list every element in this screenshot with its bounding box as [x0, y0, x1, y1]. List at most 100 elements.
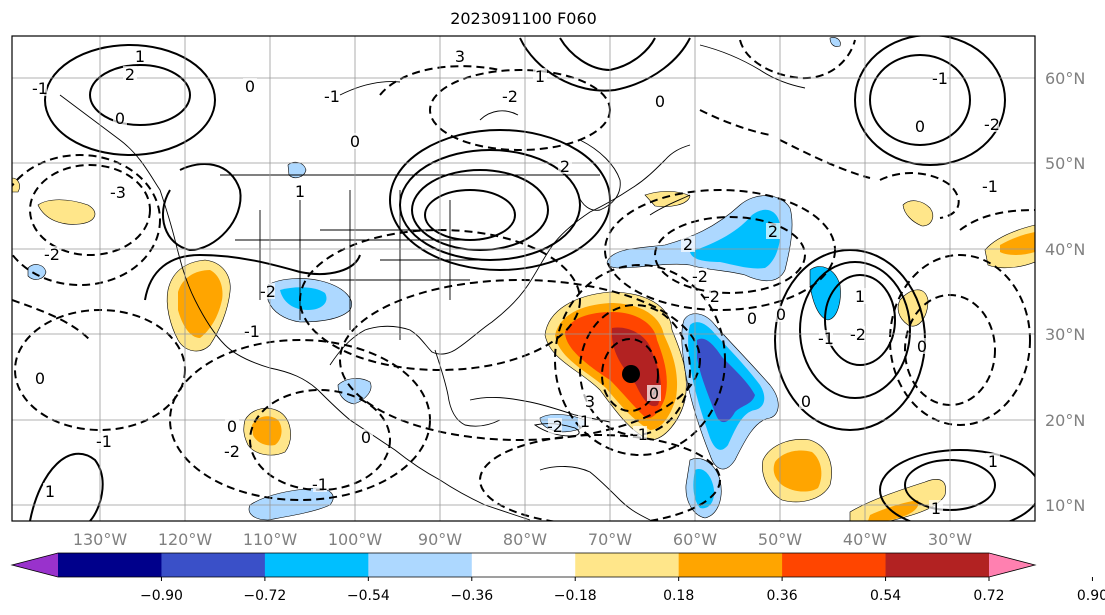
positive-anomaly-region: [902, 200, 934, 227]
longitude-label: 120°W: [158, 530, 213, 549]
contour-label: -1: [632, 425, 648, 444]
contour-label: 1: [931, 499, 941, 518]
colorbar-tick-label: −0.54: [347, 588, 390, 604]
contour-label: -2: [502, 87, 518, 106]
negative-anomaly-region: [287, 161, 307, 179]
positive-anomaly-region: [12, 177, 20, 193]
contour-label: 0: [350, 132, 360, 151]
contour-label: 0: [655, 92, 665, 111]
map-frame: [11, 35, 1036, 522]
contour-label: -1: [312, 475, 328, 494]
contour-label: 1: [580, 412, 590, 431]
colorbar-tick-label: 0.90: [1077, 588, 1105, 604]
colorbar-tick-label: 0.72: [973, 588, 1004, 604]
latitude-label: 60°N: [1045, 69, 1085, 88]
longitude-label: 80°W: [503, 530, 547, 549]
longitude-label: 30°W: [928, 530, 972, 549]
longitude-label: 90°W: [418, 530, 462, 549]
contour-label: 0: [915, 117, 925, 136]
storm-center-marker: [622, 365, 640, 383]
contour-label: -1: [324, 87, 340, 106]
contour-label: -2: [44, 245, 60, 264]
colorbar-tick-label: 0.36: [767, 588, 798, 604]
colorbar-tick-labels: −0.90 −0.72 −0.54 −0.36 −0.18 0.18 0.36 0.54 0.7…: [140, 577, 1105, 604]
colorbar-tick-label: −0.90: [140, 588, 183, 604]
longitude-labels: 130°W 120°W 110°W 100°W 90°W 80°W 70°W 60°W 50°W…: [73, 530, 972, 549]
contour-label: 0: [776, 305, 786, 324]
latitude-labels: 60°N 50°N 40°N 30°N 20°N 10°N: [1045, 69, 1085, 515]
contour-label: 0: [801, 392, 811, 411]
colorbar-segment: [58, 553, 162, 577]
contour-label: -1: [932, 69, 948, 88]
colorbar-outline: [10, 552, 1037, 578]
shading-layer: [12, 37, 1035, 521]
contour-label: 0: [35, 369, 45, 388]
contour-label: -2: [224, 442, 240, 461]
contour-label: -2: [850, 325, 866, 344]
negative-anomaly-region: [690, 209, 781, 269]
contour-label: 1: [45, 482, 55, 501]
contour-label: 2: [768, 222, 778, 241]
latitude-label: 20°N: [1045, 411, 1085, 430]
colorbar-segment: [264, 553, 369, 577]
colorbar-tick-label: −0.36: [450, 588, 493, 604]
negative-anomaly-region: [280, 287, 327, 310]
contour-label: 0: [245, 77, 255, 96]
contour-label: 0: [747, 309, 757, 328]
longitude-label: 50°W: [758, 530, 802, 549]
contour-label: -2: [260, 282, 276, 301]
negative-anomaly-region: [27, 264, 47, 280]
longitude-label: 130°W: [73, 530, 128, 549]
contour-label: 2: [125, 65, 135, 84]
contour-label: 3: [455, 47, 465, 66]
colorbar-segment: [368, 553, 473, 577]
longitude-label: 40°W: [843, 530, 887, 549]
contour-label: -2: [704, 287, 720, 306]
contour-label: 1: [135, 47, 145, 66]
colorbar-extend-low: [12, 553, 58, 577]
map-title: 2023091100 F060: [450, 9, 597, 28]
colorbar-tick-label: 0.18: [663, 588, 694, 604]
negative-anomaly-region: [829, 37, 841, 47]
contour-label: 0: [917, 337, 927, 356]
colorbar-tick-label: −0.18: [554, 588, 597, 604]
contour-label: -1: [982, 177, 998, 196]
positive-anomaly-region: [37, 199, 96, 225]
positive-anomaly-region: [252, 416, 282, 446]
contour-label: -1: [818, 329, 834, 348]
colorbar-segment: [678, 553, 783, 577]
contour-label: -1: [32, 79, 48, 98]
colorbar: [10, 552, 1037, 578]
colorbar-segment: [782, 553, 887, 577]
contour-label: 2: [683, 235, 693, 254]
contour-label: 1: [855, 287, 865, 306]
contour-label: -3: [110, 183, 126, 202]
longitude-label: 110°W: [243, 530, 298, 549]
negative-anomaly-region: [337, 378, 372, 405]
colorbar-segment: [575, 553, 680, 577]
contour-label: 0: [649, 384, 659, 403]
contour-label: -2: [547, 417, 563, 436]
contour-label: 1: [295, 182, 305, 201]
contour-label: -2: [692, 267, 708, 286]
colorbar-tick-label: −0.72: [243, 588, 286, 604]
contour-label: -2: [984, 115, 1000, 134]
contour-label: -1: [244, 322, 260, 341]
positive-anomaly-region: [897, 289, 929, 327]
contour-label: 0: [227, 417, 237, 436]
colorbar-extend-high: [989, 553, 1035, 577]
latitude-label: 10°N: [1045, 496, 1085, 515]
latitude-label: 30°N: [1045, 325, 1085, 344]
colorbar-tick-label: 0.54: [870, 588, 901, 604]
longitude-label: 70°W: [588, 530, 632, 549]
contour-label: 1: [988, 452, 998, 471]
colorbar-segment: [471, 553, 576, 577]
positive-anomaly-region: [644, 191, 691, 207]
contour-label: 2: [560, 157, 570, 176]
contour-label: 1: [535, 67, 545, 86]
longitude-label: 60°W: [673, 530, 717, 549]
colorbar-segment: [885, 553, 990, 577]
contour-label: 0: [115, 109, 125, 128]
